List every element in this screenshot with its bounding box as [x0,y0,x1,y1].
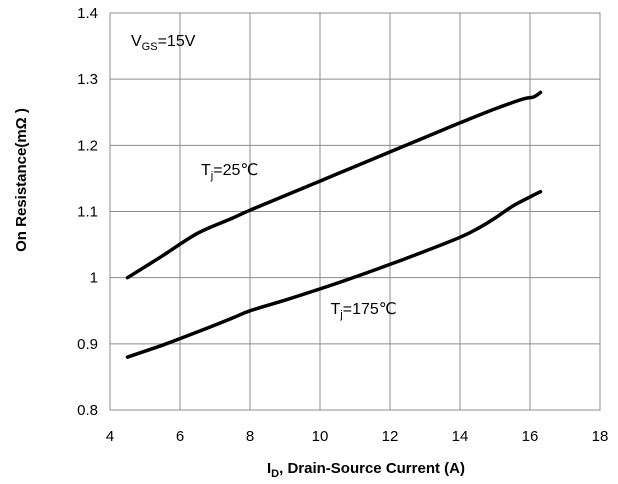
annotation-2-main: T [331,301,341,318]
y-tick-label-3: 1.1 [77,204,98,221]
y-tick-label-5: 1.3 [77,71,98,88]
x-axis-title-sub: D [271,468,279,480]
annotation-1-main: T [201,162,211,179]
y-tick-label-1: 0.9 [77,336,98,353]
y-tick-label-4: 1.2 [77,137,98,154]
annotation-2-sub: j [339,309,342,321]
x-tick-label-1: 6 [176,428,184,445]
annotation-0: VGS=15V [131,33,196,53]
annotation-0-rest: =15V [158,33,196,50]
x-tick-label-0: 4 [106,428,114,445]
annotation-1-rest: =25℃ [213,162,258,179]
series-layer [125,90,543,359]
annotation-2-rest: =175℃ [343,301,397,318]
x-tick-label-2: 8 [246,428,254,445]
y-axis-title: On Resistance(mΩ ) [13,108,30,252]
x-tick-label-7: 18 [592,428,609,445]
x-axis-title: ID, Drain-Source Current (A) [267,460,465,480]
y-tick-label-0: 0.8 [77,402,98,419]
annotation-0-sub: GS [142,41,158,53]
y-tick-label-6: 1.4 [77,5,98,22]
x-tick-label-6: 16 [522,428,539,445]
x-axis-title-rest: , Drain-Source Current (A) [279,460,465,477]
y-tick-label-2: 1 [90,270,98,287]
annotation-1: Tj=25℃ [201,162,258,182]
x-tick-label-5: 14 [452,428,469,445]
series-line-1 [125,189,543,359]
annotation-1-sub: j [210,170,213,182]
series-line-0 [125,90,543,280]
annotation-2: Tj=175℃ [331,301,397,321]
plot-frame [109,12,601,411]
x-tick-label-4: 12 [382,428,399,445]
x-axis-title-main: I [267,460,271,477]
tick-layer: 4 6 8 10 12 14 16 18 0.8 0.9 1 1.1 1.2 1.3 1.4 [77,5,608,445]
annotation-0-main: V [131,33,142,50]
x-tick-label-3: 10 [312,428,329,445]
grid-layer [109,12,601,411]
